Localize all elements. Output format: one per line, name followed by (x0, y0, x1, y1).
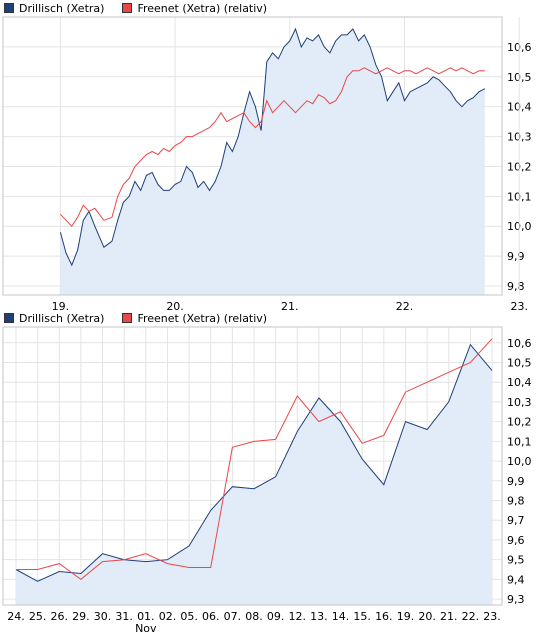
legend-item-drillisch[interactable]: Drillisch (Xetra) (0, 312, 104, 325)
y-tick-label: 9,7 (507, 514, 525, 527)
x-tick-label: 14. (332, 610, 350, 623)
y-tick-label: 9,9 (507, 250, 525, 263)
x-tick-label: 29. (72, 610, 90, 623)
x-tick-label: 23. (510, 300, 528, 313)
x-tick-label: 09. (267, 610, 285, 623)
y-tick-label: 9,9 (507, 475, 525, 488)
x-tick-label: 22. (396, 300, 414, 313)
x-tick-label: 26. (51, 610, 69, 623)
x-tick-label: 19. (397, 610, 415, 623)
x-tick-label: 20. (418, 610, 436, 623)
x-tick-label: 05. (180, 610, 198, 623)
bottom-legend: Drillisch (Xetra) Freenet (Xetra) (relat… (0, 311, 281, 325)
legend-label: Drillisch (Xetra) (19, 311, 105, 325)
y-tick-label: 10,0 (507, 455, 532, 468)
y-tick-label: 9,6 (507, 534, 525, 547)
x-tick-label: 24. (7, 610, 25, 623)
x-tick-label: 25. (29, 610, 47, 623)
x-tick-label: 02. (159, 610, 177, 623)
x-month-label: Nov (135, 622, 157, 633)
x-tick-label: 12. (289, 610, 307, 623)
x-tick-label: 21. (440, 610, 458, 623)
y-tick-label: 10,6 (507, 337, 532, 350)
plot-border (2, 16, 503, 296)
plot-border (2, 326, 503, 606)
legend-item-freenet[interactable]: Freenet (Xetra) (relativ) (118, 312, 267, 325)
y-tick-label: 10,1 (507, 435, 532, 448)
x-tick-label: 20. (166, 300, 184, 313)
x-tick-label: 19. (52, 300, 70, 313)
x-tick-label: 23. (483, 610, 501, 623)
x-tick-label: 01. (137, 610, 155, 623)
drillisch-swatch (4, 313, 14, 323)
x-tick-label: 31. (115, 610, 133, 623)
x-tick-label: 06. (202, 610, 220, 623)
drillisch-line (59, 27, 486, 267)
y-tick-label: 9,8 (507, 495, 525, 508)
x-tick-label: 07. (224, 610, 242, 623)
drillisch-area (60, 29, 485, 295)
monthly-chart[interactable]: 10,6 10,5 10,4 10,3 10,2 10,1 10,0 9,9 9,8 9,7 9,6… (0, 326, 553, 633)
legend-item-freenet[interactable]: Freenet (Xetra) (relativ) (118, 2, 267, 15)
freenet-line (60, 67, 485, 227)
freenet-line (16, 338, 493, 581)
x-tick-label: 30. (94, 610, 112, 623)
drillisch-swatch (4, 3, 14, 13)
drillisch-area (16, 344, 492, 605)
y-tick-label: 9,8 (507, 280, 525, 293)
x-tick-label: 21. (281, 300, 299, 313)
drillisch-line (15, 343, 493, 582)
legend-label: Freenet (Xetra) (relativ) (137, 1, 268, 15)
y-tick-label: 10,5 (507, 356, 532, 369)
legend-item-drillisch[interactable]: Drillisch (Xetra) (0, 2, 104, 15)
x-tick-label: 22. (462, 610, 480, 623)
intraday-chart[interactable]: 10,610,510,410,310,210,110,09,99,819. 20.… (0, 16, 553, 316)
x-tick-label: 13. (310, 610, 328, 623)
y-tick-label: 10,3 (507, 396, 532, 409)
freenet-swatch (122, 3, 133, 13)
top-legend: Drillisch (Xetra) Freenet (Xetra) (relat… (0, 1, 281, 15)
y-tick-label: 9,5 (507, 554, 525, 567)
freenet-swatch (122, 313, 133, 323)
x-tick-label: 16. (375, 610, 393, 623)
y-tick-label: 9,3 (507, 593, 525, 606)
y-tick-label: 9,4 (507, 573, 525, 586)
y-tick-label: 10,2 (507, 416, 532, 429)
y-tick-label: 10,4 (507, 376, 532, 389)
legend-label: Freenet (Xetra) (relativ) (137, 311, 268, 325)
x-tick-label: 15. (353, 610, 371, 623)
x-tick-label: 08. (245, 610, 263, 623)
legend-label: Drillisch (Xetra) (19, 1, 105, 15)
